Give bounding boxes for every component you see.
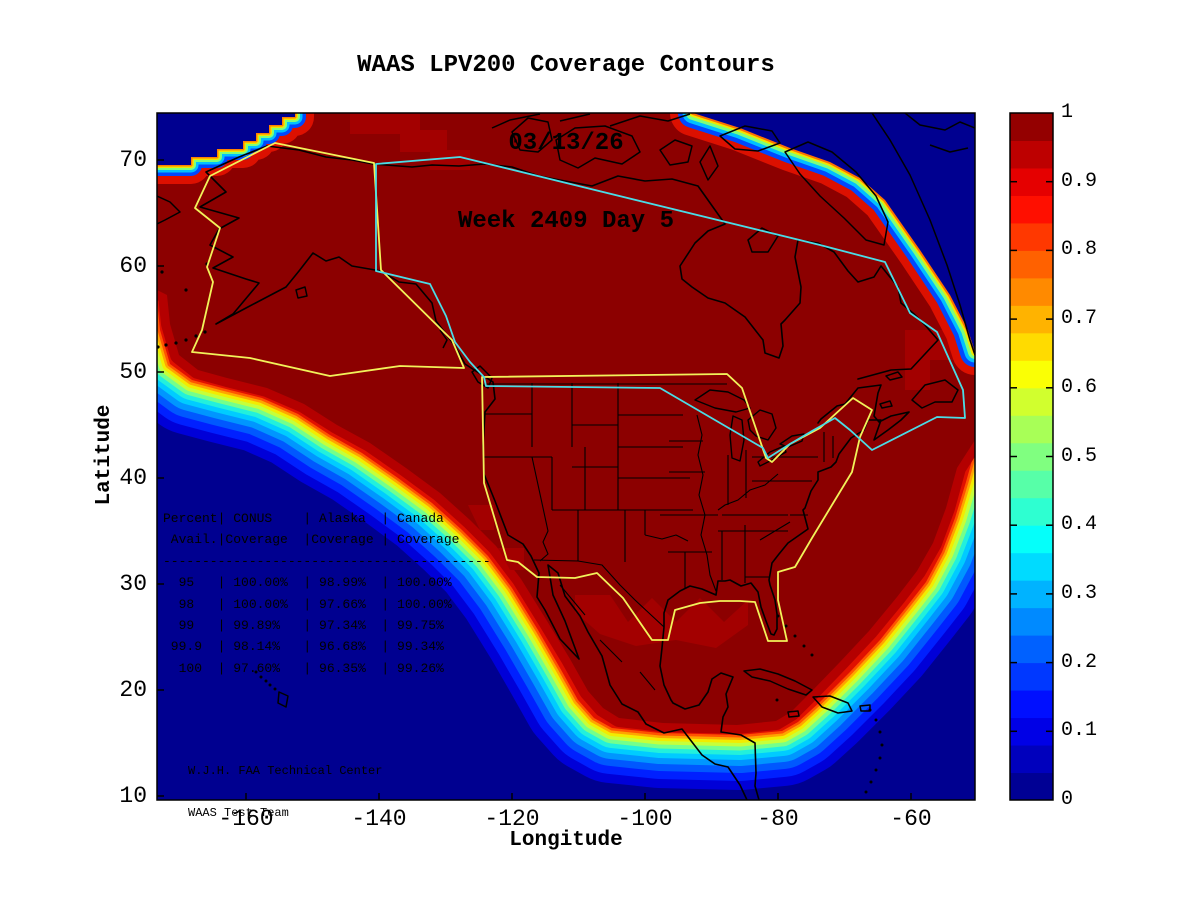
colorbar-tick-label: 0.8	[1061, 238, 1098, 262]
islands	[157, 113, 975, 718]
colorbar-tick-label: 0.9	[1061, 169, 1098, 193]
chart-title: WAAS LPV200 Coverage Contours	[357, 52, 775, 79]
x-axis-label: Longitude	[509, 829, 623, 852]
hawaii-island	[277, 691, 289, 708]
coverage-table-line: 100 | 97.60% | 96.35% | 99.26%	[163, 660, 444, 676]
credit-annotation: W.J.H. FAA Technical Center WAAS Test Te…	[188, 736, 382, 848]
chart-week-day: Week 2409 Day 5	[457, 208, 675, 235]
x-tick-label: -60	[890, 806, 932, 832]
colorbar-tick-label: 0.7	[1061, 307, 1098, 331]
y-tick-label: 60	[119, 253, 147, 279]
credit-line-1: W.J.H. FAA Technical Center	[188, 764, 383, 778]
plot-border	[156, 112, 976, 801]
colorbar-tick-label: 0.2	[1061, 650, 1098, 674]
state-boundaries	[483, 383, 834, 691]
colorbar-tick-label: 0.5	[1061, 444, 1098, 468]
coverage-table-line: 99.9 | 98.14% | 96.68% | 99.34%	[163, 639, 444, 655]
colorbar-tick-label: 0.3	[1061, 581, 1098, 605]
y-tick-label: 70	[119, 147, 147, 173]
greenland-coast	[871, 113, 975, 356]
coverage-table-line: ----------------------------------------…	[163, 553, 491, 569]
axis-ticks	[157, 159, 912, 800]
coverage-table-line: 99 | 99.89% | 97.34% | 99.75%	[163, 618, 444, 633]
colorbar-tick-label: 0.6	[1061, 375, 1098, 399]
coverage-table-line: 95 | 100.00% | 98.99% | 100.00%	[163, 575, 452, 591]
colorbar	[1010, 112, 1053, 801]
y-tick-label: 50	[119, 359, 147, 385]
coverage-table-line: Percent| CONUS | Alaska | Canada	[163, 511, 444, 526]
colorbar-tick-label: 0.4	[1061, 513, 1098, 537]
small-island-specks	[157, 262, 884, 794]
coverage-table-line: 98 | 100.00% | 97.66% | 100.00%	[163, 596, 452, 612]
plot-area	[157, 113, 975, 800]
colorbar-ticks	[1010, 180, 1053, 733]
alaska-boundary	[191, 142, 465, 377]
title-block: WAAS LPV200 Coverage Contours 03/13/26 W…	[157, 1, 975, 287]
x-tick-label: -160	[218, 806, 274, 832]
colorbar-tick-label: 0.1	[1061, 719, 1098, 743]
y-axis-label: Latitude	[93, 404, 116, 506]
x-tick-label: -100	[617, 806, 673, 832]
credit-line-2: WAAS Test Team	[188, 806, 289, 820]
y-tick-label: 20	[119, 677, 147, 703]
canada-boundary-cyan	[375, 156, 966, 459]
x-tick-label: -80	[757, 806, 799, 832]
y-tick-label: 40	[119, 465, 147, 491]
x-tick-label: -120	[484, 806, 540, 832]
cuba	[743, 668, 813, 696]
y-tick-label: 10	[119, 783, 147, 809]
coverage-table-line: Avail.|Coverage |Coverage | Coverage	[163, 532, 460, 548]
chart-date: 03/13/26	[508, 130, 624, 157]
colorbar-tick-label: 0	[1061, 788, 1074, 811]
inner-contour-patches	[350, 113, 955, 648]
y-tick-label: 30	[119, 571, 147, 597]
x-tick-label: -140	[351, 806, 407, 832]
colorbar-tick-label: 1	[1061, 101, 1074, 124]
